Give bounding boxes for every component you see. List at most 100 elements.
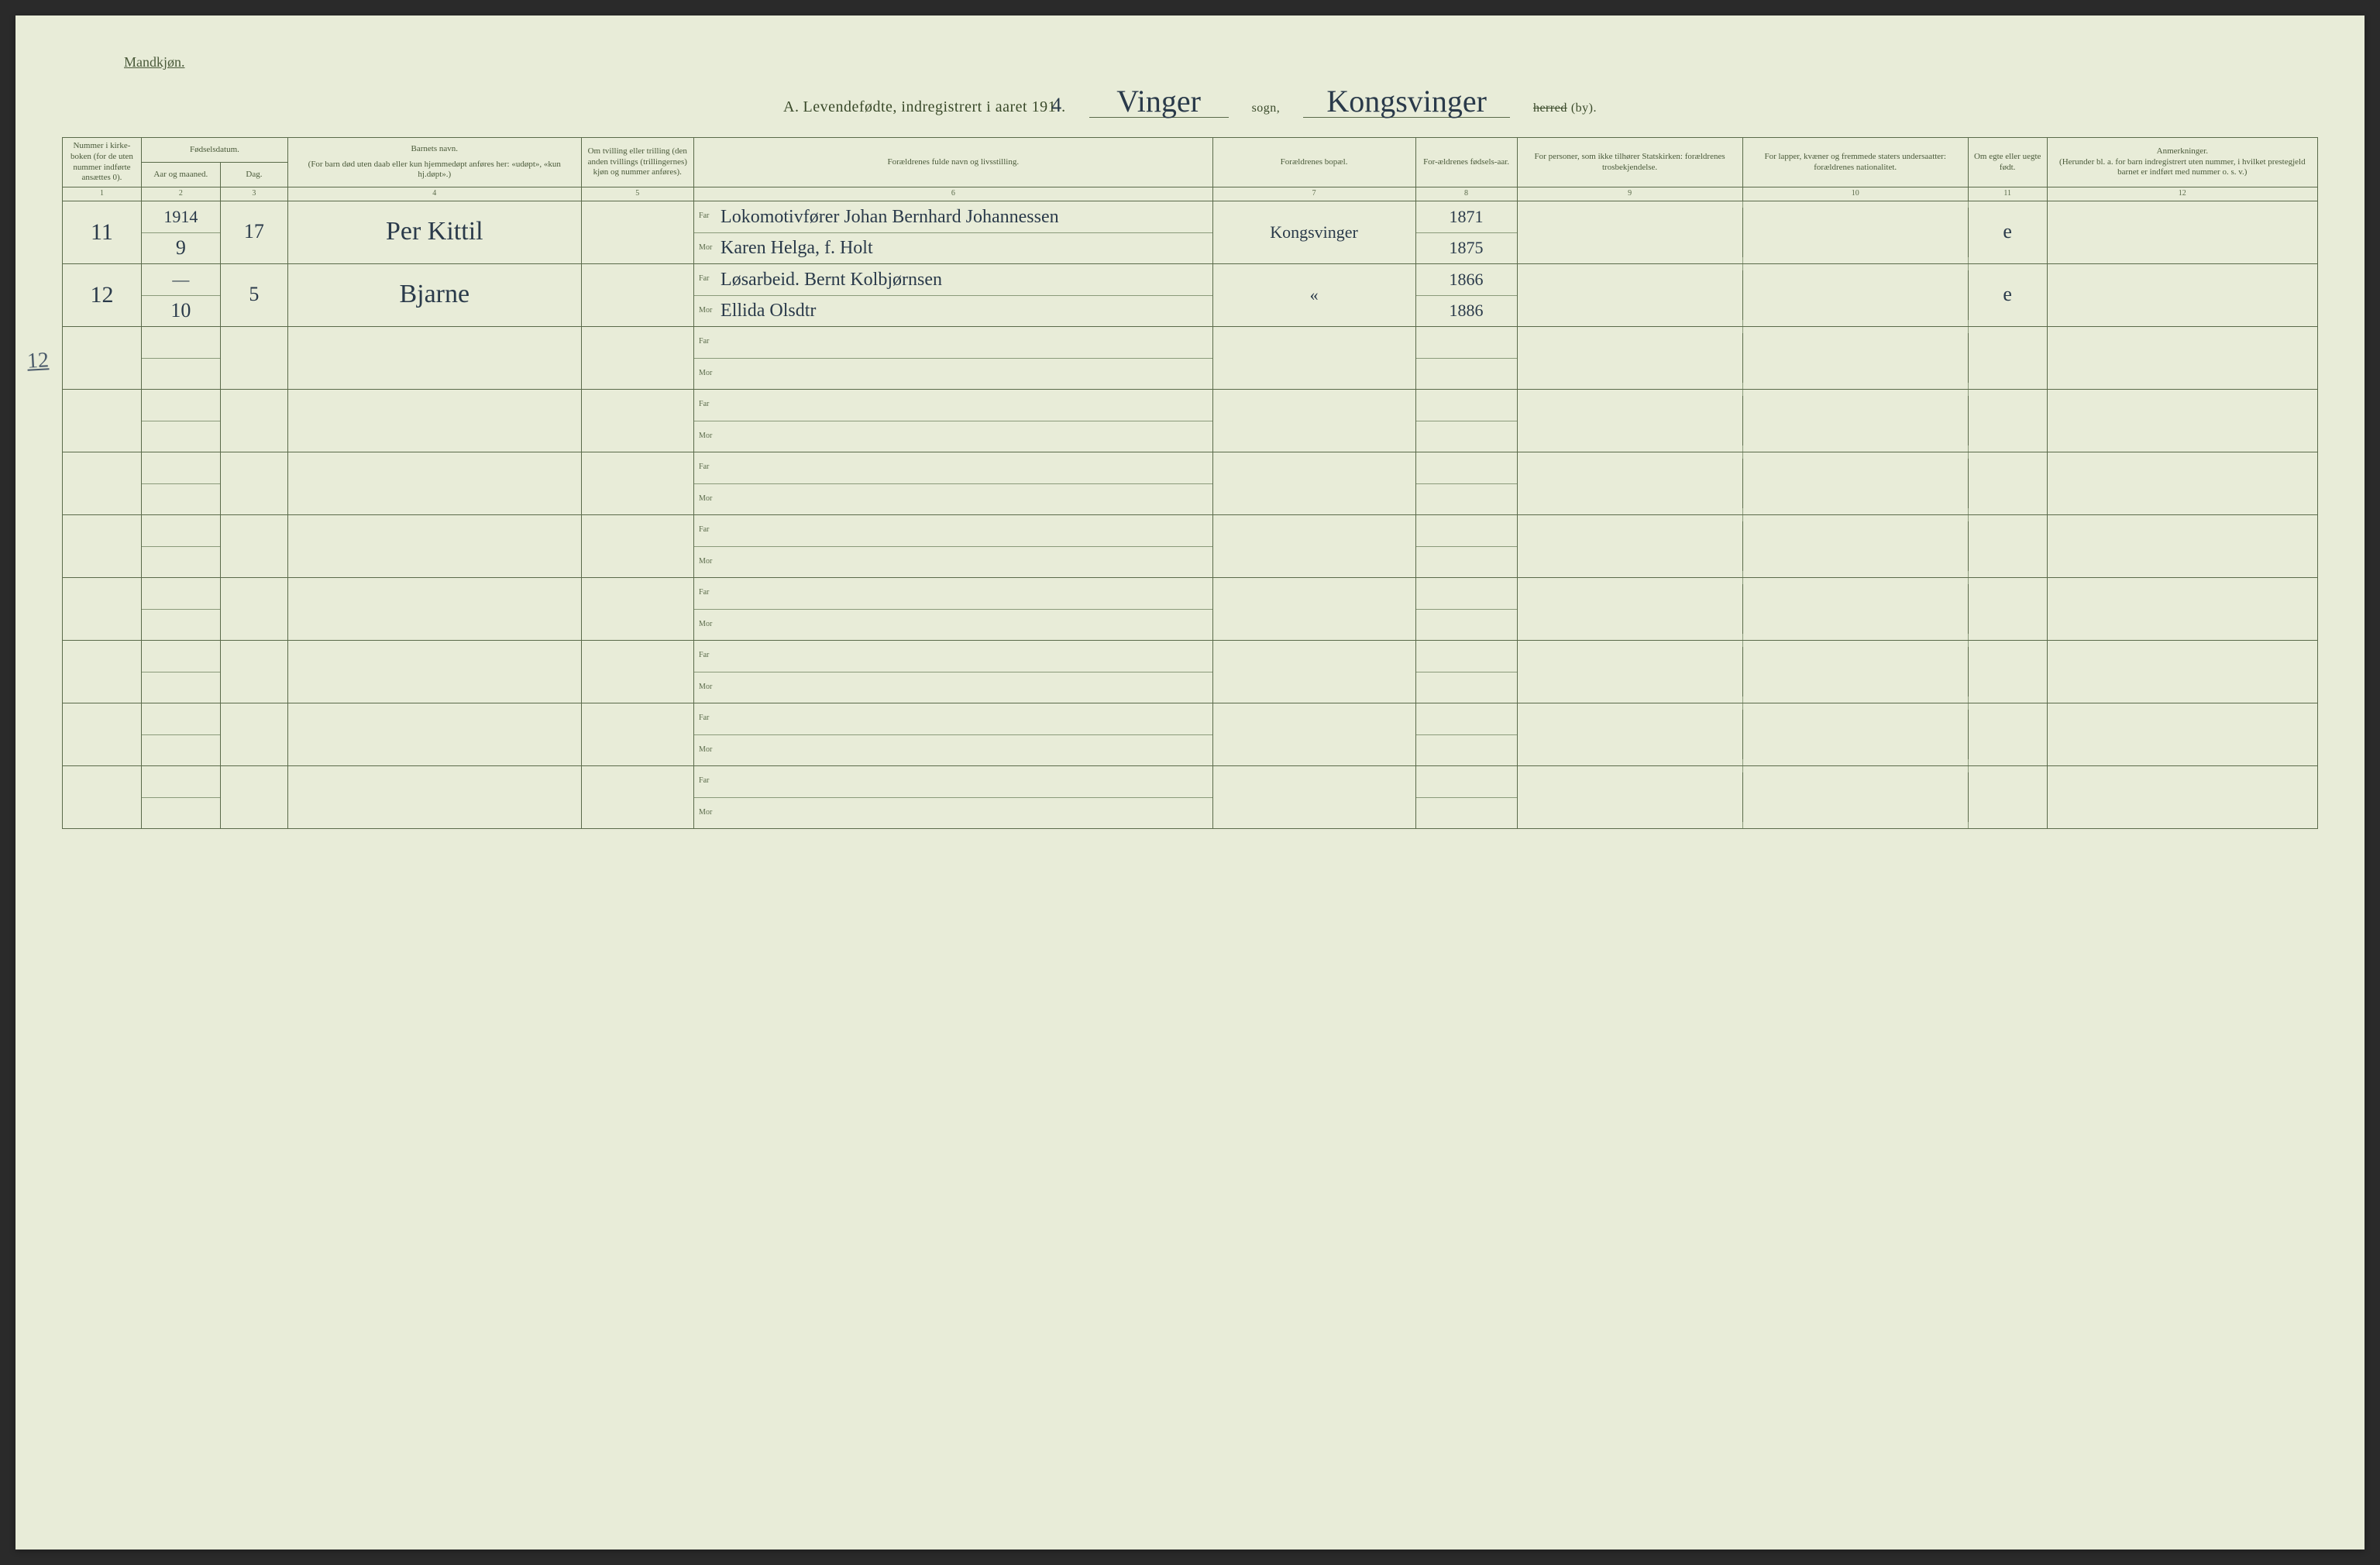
cell-parent-years	[1415, 514, 1517, 577]
cell-nation	[1742, 326, 1968, 389]
cell-parents: Far Mor	[694, 640, 1213, 703]
cell-egte	[1968, 389, 2047, 452]
table-row: Far Mor	[63, 326, 2318, 389]
cell-parents: Far Mor	[694, 703, 1213, 765]
cell-year-month	[141, 640, 220, 703]
cell-parent-years	[1415, 326, 1517, 389]
gender-label: Mandkjøn.	[124, 54, 2318, 71]
herred-label-struck: herred	[1533, 101, 1567, 115]
cell-twin	[581, 201, 694, 263]
col-header-month: Aar og maaned.	[141, 163, 220, 187]
cell-parent-years	[1415, 703, 1517, 765]
cell-egte: e	[1968, 263, 2047, 326]
col4-sub: (For barn død uten daab eller kun hjemme…	[291, 160, 578, 181]
section-letter-text: A.	[783, 98, 799, 115]
cell-child	[288, 703, 581, 765]
column-number-row: 1 2 3 4 5 6 7 8 9 10 11 12	[63, 187, 2318, 201]
cell-day	[220, 765, 287, 828]
cell-tros	[1517, 703, 1742, 765]
col-header-parents: Forældrenes fulde navn og livsstilling.	[694, 138, 1213, 187]
sogn-value: Vinger	[1089, 86, 1229, 118]
cell-parent-years	[1415, 577, 1517, 640]
col-header-parent-years: For-ældrenes fødsels-aar.	[1415, 138, 1517, 187]
cell-child	[288, 514, 581, 577]
cell-parents: Far Mor	[694, 389, 1213, 452]
cell-bopel	[1212, 640, 1415, 703]
col12-sub: (Herunder bl. a. for barn indregistrert …	[2050, 157, 2315, 179]
cell-nation	[1742, 201, 1968, 263]
cell-twin	[581, 263, 694, 326]
cell-year-month: 1914 9	[141, 201, 220, 263]
cell-day	[220, 577, 287, 640]
cell-anm	[2047, 577, 2317, 640]
cell-anm	[2047, 389, 2317, 452]
cell-twin	[581, 577, 694, 640]
colnum-5: 5	[581, 187, 694, 201]
cell-bopel	[1212, 703, 1415, 765]
title-row: A. Levendefødte, indregistrert i aaret 1…	[62, 86, 2318, 118]
cell-tros	[1517, 765, 1742, 828]
cell-child	[288, 765, 581, 828]
col-header-egte: Om egte eller uegte født.	[1968, 138, 2047, 187]
title-period: .	[1061, 98, 1066, 115]
colnum-8: 8	[1415, 187, 1517, 201]
col-header-twin: Om tvilling eller trilling (den anden tv…	[581, 138, 694, 187]
col12-title: Anmerkninger.	[2050, 146, 2315, 157]
cell-parents: Far Mor	[694, 326, 1213, 389]
table-row: 12— 105BjarneFarLøsarbeid. Bernt Kolbjør…	[63, 263, 2318, 326]
cell-twin	[581, 640, 694, 703]
cell-num	[63, 389, 142, 452]
cell-tros	[1517, 452, 1742, 514]
cell-egte: e	[1968, 201, 2047, 263]
cell-child: Per Kittil	[288, 201, 581, 263]
cell-nation	[1742, 452, 1968, 514]
cell-anm	[2047, 514, 2317, 577]
cell-twin	[581, 703, 694, 765]
colnum-12: 12	[2047, 187, 2317, 201]
cell-tros	[1517, 577, 1742, 640]
cell-tros	[1517, 326, 1742, 389]
table-row: Far Mor	[63, 514, 2318, 577]
cell-bopel	[1212, 577, 1415, 640]
cell-parents: Far Mor	[694, 765, 1213, 828]
cell-twin	[581, 389, 694, 452]
colnum-1: 1	[63, 187, 142, 201]
table-row: Far Mor	[63, 765, 2318, 828]
cell-child	[288, 452, 581, 514]
by-label: (by).	[1571, 101, 1597, 115]
cell-bopel	[1212, 452, 1415, 514]
table-head: Nummer i kirke-boken (for de uten nummer…	[63, 138, 2318, 201]
colnum-3: 3	[220, 187, 287, 201]
cell-tros	[1517, 263, 1742, 326]
cell-year-month	[141, 389, 220, 452]
cell-day	[220, 326, 287, 389]
cell-day	[220, 389, 287, 452]
year-suffix: 4	[1051, 94, 1061, 116]
cell-egte	[1968, 703, 2047, 765]
cell-day: 5	[220, 263, 287, 326]
cell-bopel: «	[1212, 263, 1415, 326]
colnum-2: 2	[141, 187, 220, 201]
cell-num	[63, 326, 142, 389]
cell-egte	[1968, 577, 2047, 640]
table-row: Far Mor	[63, 577, 2318, 640]
cell-year-month	[141, 514, 220, 577]
cell-anm	[2047, 640, 2317, 703]
cell-parents: FarLokomotivfører Johan Bernhard Johanne…	[694, 201, 1213, 263]
cell-year-month	[141, 703, 220, 765]
cell-bopel	[1212, 326, 1415, 389]
cell-year-month	[141, 577, 220, 640]
cell-day	[220, 640, 287, 703]
colnum-4: 4	[288, 187, 581, 201]
cell-parent-years: 1866 1886	[1415, 263, 1517, 326]
table-row: Far Mor	[63, 452, 2318, 514]
cell-egte	[1968, 514, 2047, 577]
herred-by-label: herred (by).	[1533, 98, 1597, 116]
cell-bopel	[1212, 765, 1415, 828]
col4-title: Barnets navn.	[291, 144, 578, 155]
col-header-tros: For personer, som ikke tilhører Statskir…	[1517, 138, 1742, 187]
colnum-6: 6	[694, 187, 1213, 201]
cell-tros	[1517, 514, 1742, 577]
table-row: Far Mor	[63, 640, 2318, 703]
cell-nation	[1742, 703, 1968, 765]
